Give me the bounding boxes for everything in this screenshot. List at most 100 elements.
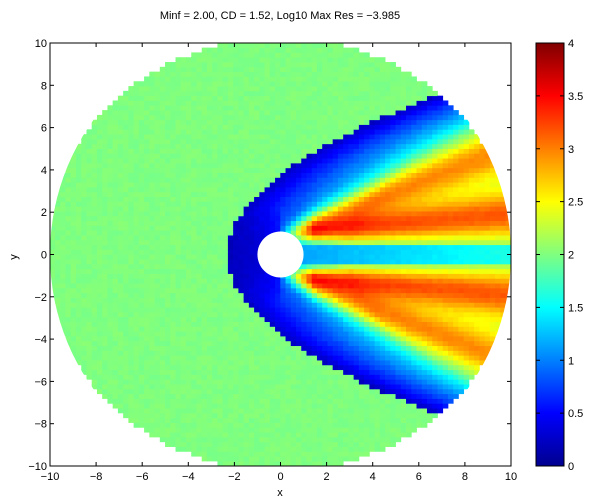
field-cell: [206, 81, 213, 87]
field-cell: [144, 408, 150, 414]
field-cell: [379, 384, 386, 390]
field-cell: [364, 249, 370, 255]
field-cell: [275, 76, 281, 82]
field-cell: [301, 283, 307, 289]
field-cell: [269, 215, 276, 222]
field-cell: [55, 182, 61, 188]
field-cell: [55, 268, 61, 274]
field-cell: [322, 215, 328, 222]
field-cell: [201, 81, 208, 87]
field-cell: [296, 403, 302, 409]
field-cell: [348, 388, 355, 395]
field-cell: [196, 57, 203, 63]
field-cell: [238, 422, 245, 428]
field-cell: [149, 384, 155, 390]
field-cell: [75, 158, 82, 164]
field-cell: [385, 76, 391, 82]
field-cell: [206, 292, 213, 298]
field-cell: [316, 172, 323, 178]
field-cell: [280, 388, 286, 395]
field-cell: [170, 235, 176, 241]
field-cell: [175, 196, 182, 202]
field-cell: [133, 177, 140, 183]
field-cell: [374, 81, 381, 87]
field-cell: [358, 148, 365, 154]
field-cell: [306, 105, 313, 111]
field-cell: [50, 273, 56, 279]
field-cell: [112, 201, 119, 207]
field-cell: [353, 172, 360, 178]
field-cell: [385, 432, 391, 438]
field-cell: [123, 201, 129, 207]
field-cell: [86, 153, 93, 159]
field-cell: [238, 138, 245, 145]
field-cell: [322, 239, 328, 246]
field-cell: [191, 336, 197, 342]
field-cell: [60, 235, 66, 241]
field-cell: [144, 321, 150, 327]
field-cell: [385, 287, 391, 294]
field-cell: [254, 268, 260, 274]
field-cell: [343, 292, 349, 298]
field-cell: [275, 408, 281, 414]
field-cell: [165, 225, 171, 231]
field-cell: [390, 388, 396, 395]
field-cell: [301, 57, 307, 63]
field-cell: [311, 62, 318, 68]
field-cell: [259, 336, 265, 342]
field-cell: [102, 211, 108, 217]
field-cell: [227, 153, 234, 159]
field-cell: [301, 326, 307, 332]
field-cell: [123, 331, 129, 337]
field-cell: [264, 403, 271, 409]
field-cell: [374, 345, 381, 351]
field-cell: [327, 374, 334, 380]
field-cell: [191, 129, 197, 135]
field-cell: [65, 340, 72, 347]
field-cell: [117, 379, 124, 385]
field-cell: [75, 287, 82, 294]
field-cell: [217, 297, 224, 303]
field-cell: [123, 412, 129, 419]
field-cell: [206, 336, 213, 342]
field-cell: [379, 408, 386, 414]
field-cell: [212, 196, 218, 202]
field-cell: [212, 350, 218, 356]
field-cell: [296, 283, 302, 289]
field-cell: [269, 427, 276, 433]
field-cell: [290, 119, 297, 125]
field-cell: [212, 451, 218, 457]
field-cell: [327, 283, 334, 289]
field-cell: [175, 206, 182, 212]
field-cell: [60, 196, 66, 202]
field-cell: [107, 278, 114, 284]
field-cell: [123, 340, 129, 347]
field-cell: [327, 388, 334, 395]
field-cell: [227, 177, 234, 183]
field-cell: [374, 86, 381, 92]
field-cell: [369, 427, 375, 433]
field-cell: [243, 76, 250, 82]
field-cell: [306, 114, 313, 121]
field-cell: [117, 105, 124, 111]
field-cell: [180, 230, 187, 236]
field-cell: [180, 331, 187, 337]
field-cell: [55, 187, 61, 193]
field-cell: [128, 321, 135, 327]
field-cell: [369, 249, 375, 255]
field-cell: [233, 158, 239, 164]
field-cell: [332, 201, 339, 207]
field-cell: [275, 412, 281, 419]
field-cell: [170, 379, 176, 385]
field-cell: [254, 100, 260, 106]
field-cell: [285, 105, 292, 111]
field-cell: [269, 350, 276, 356]
field-cell: [358, 105, 365, 111]
field-cell: [332, 263, 339, 270]
field-cell: [264, 307, 271, 313]
field-cell: [248, 446, 255, 452]
field-cell: [170, 162, 176, 169]
field-cell: [379, 220, 386, 226]
field-cell: [149, 427, 155, 433]
field-cell: [306, 206, 313, 212]
